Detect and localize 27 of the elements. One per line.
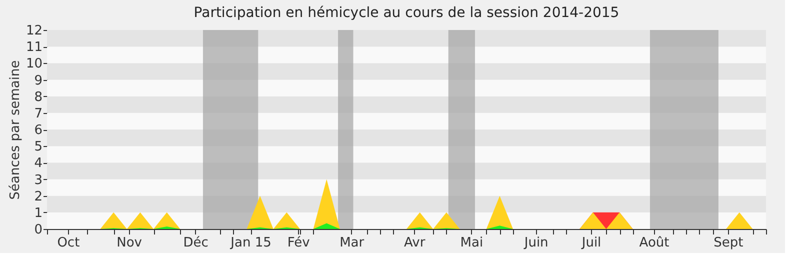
y-tick-label: 6 [34, 123, 42, 138]
y-tick-label: 0 [34, 222, 42, 238]
y-tick-label: 10 [26, 56, 42, 72]
y-tick-label: 11 [26, 40, 42, 56]
y-tick-label: 12 [26, 24, 42, 38]
y-tick-label: 1 [34, 206, 42, 221]
y-tick-label: 2 [34, 189, 42, 204]
x-tick-label: Oct [57, 236, 80, 250]
y-tick-label: 8 [34, 90, 42, 105]
y-tick-label: 4 [34, 156, 42, 172]
y-tick-label: 5 [34, 140, 42, 155]
x-tick-label: Mar [340, 236, 365, 250]
x-tick-label: Juil [580, 236, 602, 250]
x-tick-label: Août [639, 236, 670, 250]
x-tick-label: Jan 15 [230, 236, 272, 250]
x-tick-label: Avr [404, 236, 426, 250]
y-axis-title: Séances par semaine [8, 60, 23, 200]
y-tick-label: 3 [34, 172, 42, 188]
y-tick-label: 9 [34, 73, 42, 88]
x-tick-label: Fév [287, 236, 310, 250]
x-tick-label: Mai [460, 236, 484, 250]
x-tick-label: Déc [183, 236, 208, 250]
x-tick-label: Juin [523, 236, 548, 250]
x-tick-label: Nov [116, 236, 142, 250]
chart-title: Participation en hémicycle au cours de la session 2014-2015 [194, 5, 620, 21]
y-tick-label: 7 [34, 106, 42, 122]
x-tick-label: Sept [714, 236, 744, 250]
